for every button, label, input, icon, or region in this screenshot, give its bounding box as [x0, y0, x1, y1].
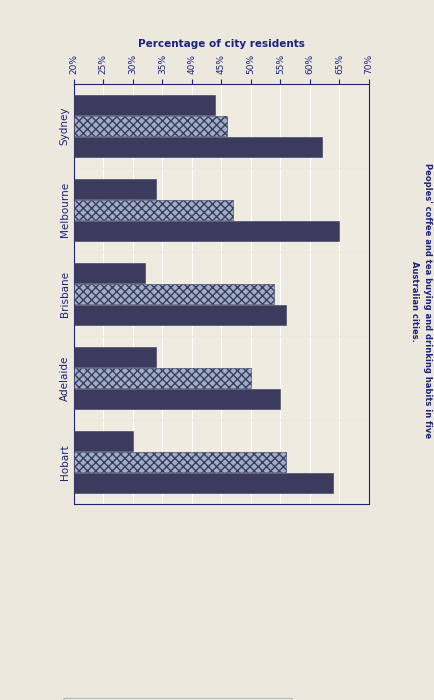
Bar [74, 347, 156, 367]
Bar [74, 284, 274, 304]
Text: Peoples' coffee and tea buying and drinking habits in five
Australian cities.: Peoples' coffee and tea buying and drink… [410, 163, 432, 439]
Bar [74, 94, 215, 115]
Bar [74, 368, 251, 388]
X-axis label: Percentage of city residents: Percentage of city residents [138, 39, 305, 49]
Bar [74, 200, 233, 220]
Bar [74, 179, 156, 199]
Bar [74, 389, 280, 409]
Bar [74, 452, 286, 472]
Bar [74, 136, 322, 157]
Legend: Bought fresh coffee in last 4 weeks, Bought instant coffee in last 4 weeks, Went: Bought fresh coffee in last 4 weeks, Bou… [63, 698, 292, 700]
Bar [74, 431, 133, 452]
Bar [74, 305, 286, 325]
Bar [74, 473, 333, 494]
Bar [74, 221, 339, 241]
Bar [74, 263, 145, 283]
Bar [74, 116, 227, 136]
